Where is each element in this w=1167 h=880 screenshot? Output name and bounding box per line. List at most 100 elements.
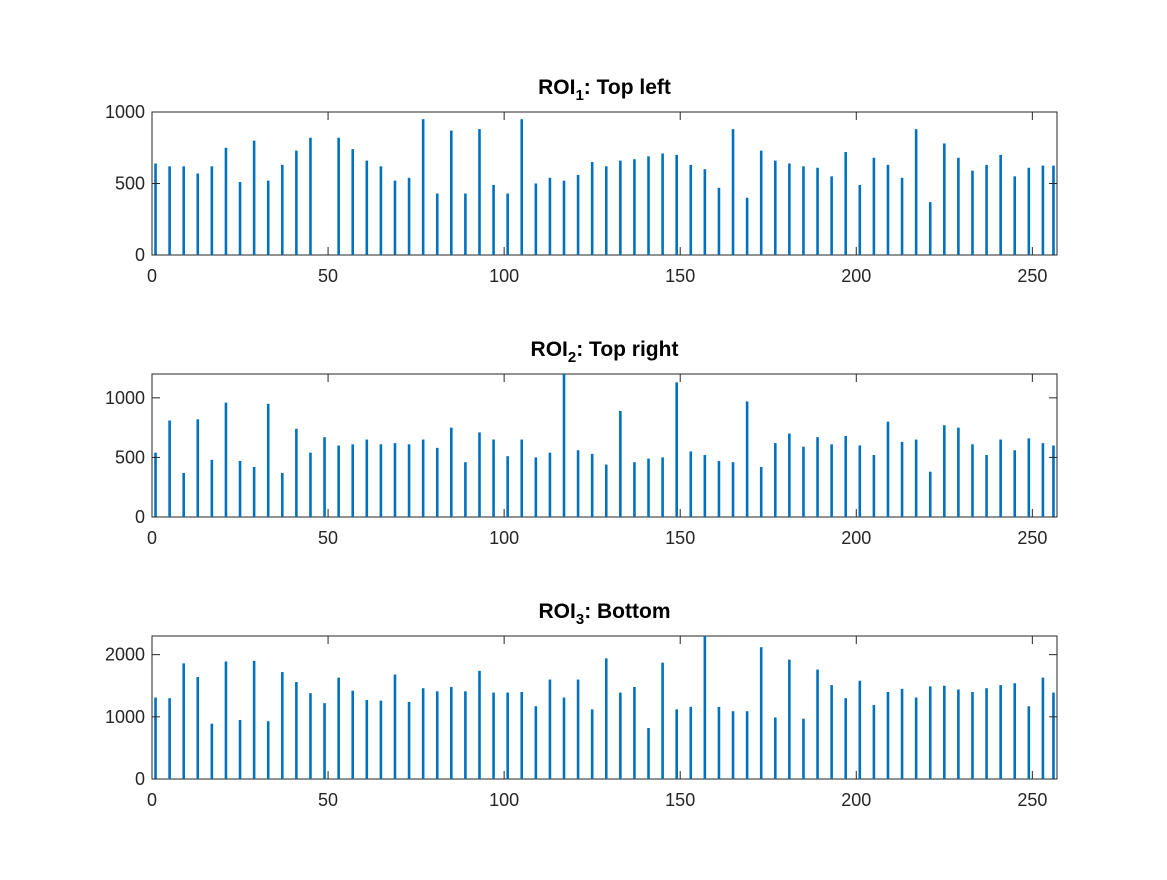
bar (506, 193, 509, 255)
bar (407, 444, 411, 517)
bar (337, 677, 340, 779)
bar (280, 672, 284, 779)
bar (506, 456, 509, 517)
bar (703, 455, 707, 517)
bar (957, 689, 960, 779)
x-tick-label: 150 (665, 790, 695, 810)
bar (872, 455, 876, 517)
bar (182, 166, 185, 255)
bar (280, 164, 284, 255)
bar (590, 453, 594, 517)
y-tick-label: 0 (135, 245, 145, 265)
bar (252, 466, 256, 517)
bar (703, 636, 707, 779)
bar (971, 444, 974, 517)
bar (520, 119, 524, 256)
bar (886, 164, 890, 255)
bar (886, 691, 890, 779)
bar (943, 143, 946, 255)
bar (562, 697, 566, 779)
x-tick-label: 150 (665, 528, 695, 548)
bar (379, 166, 383, 255)
bar (351, 149, 355, 255)
x-tick-label: 100 (489, 266, 519, 286)
bar (351, 690, 355, 779)
bar (576, 174, 580, 255)
bar (492, 439, 495, 517)
bar (168, 166, 171, 255)
bar (534, 457, 538, 517)
subplot-title: ROI2: Top right (531, 338, 679, 366)
y-tick-label: 500 (115, 447, 145, 467)
bar (675, 709, 678, 779)
bar (759, 466, 763, 517)
x-tick-label: 200 (841, 528, 871, 548)
bar (647, 728, 650, 779)
bar (619, 410, 622, 517)
axes-box (151, 111, 1058, 256)
bar (224, 147, 228, 255)
bar (1013, 683, 1017, 779)
bar (154, 697, 157, 779)
bar (914, 129, 918, 255)
bar (619, 692, 622, 779)
bar (478, 670, 481, 779)
bar (928, 471, 932, 517)
bar (421, 439, 425, 517)
bar (210, 459, 214, 517)
bar (309, 452, 312, 517)
bar (562, 180, 566, 255)
bar (435, 691, 439, 779)
bar (872, 157, 876, 255)
subplot-3: 0 50 100 150 200 250 0 1000 2000 ROI3: Bottom (105, 600, 1058, 810)
bar (323, 437, 326, 517)
bar (182, 663, 185, 779)
bar (1013, 450, 1017, 517)
bar (295, 428, 298, 517)
bar (957, 427, 960, 517)
bar (252, 140, 256, 255)
bar (492, 692, 495, 779)
bar (379, 700, 383, 779)
bar (647, 156, 650, 255)
y-tick-label: 1000 (105, 707, 145, 727)
bar (703, 169, 707, 255)
bar (393, 674, 397, 779)
bar (450, 130, 453, 255)
bar (745, 711, 749, 779)
bar (224, 402, 228, 517)
bar (548, 177, 552, 255)
bar (985, 688, 988, 779)
bar (830, 685, 833, 779)
bar (675, 154, 678, 255)
bar (576, 450, 580, 517)
subplot-2: 0 50 100 150 200 250 0 500 1000 ROI2: Top right (105, 338, 1058, 548)
bar (309, 137, 312, 255)
x-tick-label: 50 (318, 528, 338, 548)
bar (745, 197, 749, 255)
y-tick-label: 1000 (105, 102, 145, 122)
bar (1027, 167, 1031, 255)
bar (393, 180, 397, 255)
x-tick-label: 250 (1017, 528, 1047, 548)
x-tick-label: 100 (489, 790, 519, 810)
bar (943, 685, 946, 779)
x-tick-label: 0 (147, 528, 157, 548)
x-tick-label: 150 (665, 266, 695, 286)
bar (520, 691, 524, 779)
y-tick-label: 1000 (105, 388, 145, 408)
bar (1052, 692, 1055, 779)
bar (633, 462, 636, 517)
bar (731, 462, 735, 517)
bar (266, 180, 270, 255)
bar (323, 703, 326, 779)
bar (900, 177, 904, 255)
bar (830, 176, 833, 255)
bar (252, 660, 256, 779)
x-tick-label: 200 (841, 266, 871, 286)
bar (196, 173, 200, 255)
bar (661, 662, 664, 779)
bar (196, 677, 200, 779)
bar (604, 658, 608, 779)
bar (844, 152, 848, 255)
